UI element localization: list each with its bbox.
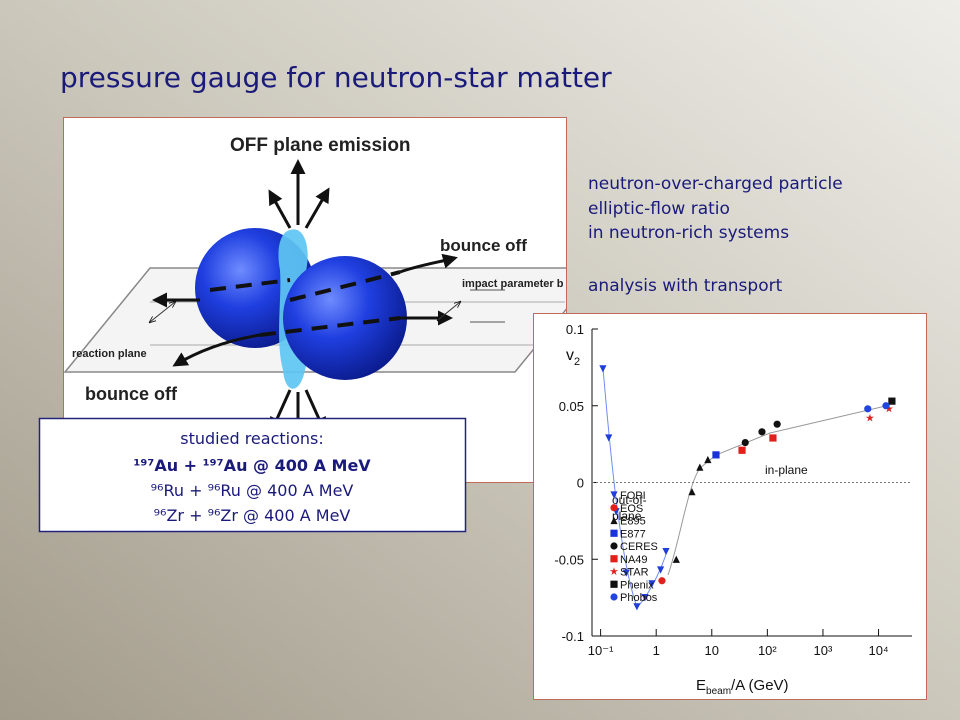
chart: v2 Ebeam/A (GeV) in-plane out-of- plane … [533, 313, 927, 700]
legend-label: NA49 [620, 554, 648, 566]
legend-label: E895 [620, 516, 646, 528]
text-line: in neutron-rich systems [588, 223, 789, 243]
data-point [865, 413, 875, 422]
data-point [605, 434, 613, 442]
trajectory [259, 316, 401, 337]
annotation: out-of- [612, 493, 647, 507]
reactions-box: studied reactions: ¹⁹⁷Au + ¹⁹⁷Au @ 400 A… [38, 417, 467, 533]
x-tick-label: 10² [758, 643, 777, 658]
nucleus [283, 256, 407, 380]
fit-curve [667, 404, 891, 576]
y-label-main: v [566, 347, 574, 364]
x-axis-label: Ebeam/A (GeV) [696, 677, 789, 697]
data-point [884, 404, 894, 413]
arrow [304, 187, 330, 229]
y-axis-label: v2 [566, 347, 580, 368]
legend-marker [610, 593, 618, 601]
legend-marker [609, 567, 619, 575]
data-point [662, 547, 670, 556]
arrow [399, 253, 458, 274]
data-point [704, 455, 712, 464]
legend-label: CERES [620, 541, 658, 553]
diagram-label: OFF plane emission [230, 135, 411, 156]
diagram-label: bounce off [440, 236, 527, 255]
data-point [656, 566, 665, 574]
data-point [633, 603, 641, 611]
arrow [172, 333, 261, 367]
arrow [150, 302, 175, 322]
legend-marker [610, 555, 618, 563]
legend-label: STAR [620, 567, 649, 579]
data-point [741, 438, 749, 447]
legend-label: EOS [620, 503, 643, 515]
legend-label: E877 [620, 528, 646, 540]
y-tick-label: 0.05 [559, 399, 584, 414]
data-point [641, 594, 649, 602]
x-label-main: E [696, 677, 706, 694]
legend-label: Phobos [620, 592, 658, 604]
reaction: ¹⁹⁷Au + ¹⁹⁷Au @ 400 A MeV [133, 456, 371, 475]
annotation: plane [612, 509, 642, 523]
diagram-label: impact parameter b [462, 278, 564, 290]
legend-marker [610, 529, 618, 537]
reactions-heading: studied reactions: [180, 429, 323, 448]
data-point [688, 488, 696, 496]
trajectory [289, 270, 401, 302]
data-point [738, 446, 746, 454]
reaction: ⁹⁶Zr + ⁹⁶Zr @ 400 A MeV [154, 506, 351, 525]
y-tick-label: 0 [577, 476, 584, 491]
data-point [672, 555, 680, 563]
x-label-sub: beam [706, 686, 731, 697]
trajectory [209, 278, 291, 292]
legend-marker [610, 542, 618, 550]
reactions-frame [38, 417, 467, 533]
legend-label: Phenix [620, 579, 654, 591]
annotation: in-plane [765, 463, 808, 477]
text-line: elliptic-flow ratio [588, 199, 730, 219]
data-point [696, 463, 704, 471]
data-point [888, 397, 896, 405]
x-tick-label: 10⁻¹ [588, 643, 614, 658]
arrow [438, 302, 460, 320]
data-point [712, 451, 720, 459]
data-point [622, 569, 630, 577]
x-tick-label: 1 [653, 643, 660, 658]
legend-label: FOPI [620, 490, 646, 502]
slide-title: pressure gauge for neutron-star matter [60, 61, 612, 94]
data-point [773, 420, 781, 428]
reaction: ⁹⁶Ru + ⁹⁶Ru @ 400 A MeV [151, 481, 354, 500]
diagram-label: bounce off [85, 384, 178, 404]
legend-marker [610, 580, 618, 588]
text-line: analysis with transport [588, 276, 783, 296]
data-point [864, 405, 872, 413]
x-tick-label: 10⁴ [869, 643, 889, 658]
data-point [758, 428, 766, 436]
y-label-sub: 2 [574, 356, 580, 368]
arrow [268, 189, 292, 229]
data-point [882, 402, 890, 410]
legend-marker [610, 504, 618, 512]
diagram-label: reaction plane [72, 348, 147, 360]
x-tick-label: 10 [705, 643, 719, 658]
fit-curve [602, 367, 669, 608]
legend-marker [610, 516, 618, 525]
y-tick-label: -0.05 [554, 552, 584, 567]
chart-frame [533, 313, 927, 700]
y-tick-label: -0.1 [562, 629, 584, 644]
data-point [648, 580, 656, 588]
text-line: neutron-over-charged particle [588, 174, 843, 194]
y-tick-label: 0.1 [566, 322, 584, 337]
data-point [599, 365, 607, 373]
x-label-rest: /A (GeV) [731, 677, 789, 694]
data-point [658, 577, 666, 585]
legend-marker [610, 491, 618, 499]
x-tick-label: 10³ [814, 643, 833, 658]
data-point [769, 434, 777, 442]
